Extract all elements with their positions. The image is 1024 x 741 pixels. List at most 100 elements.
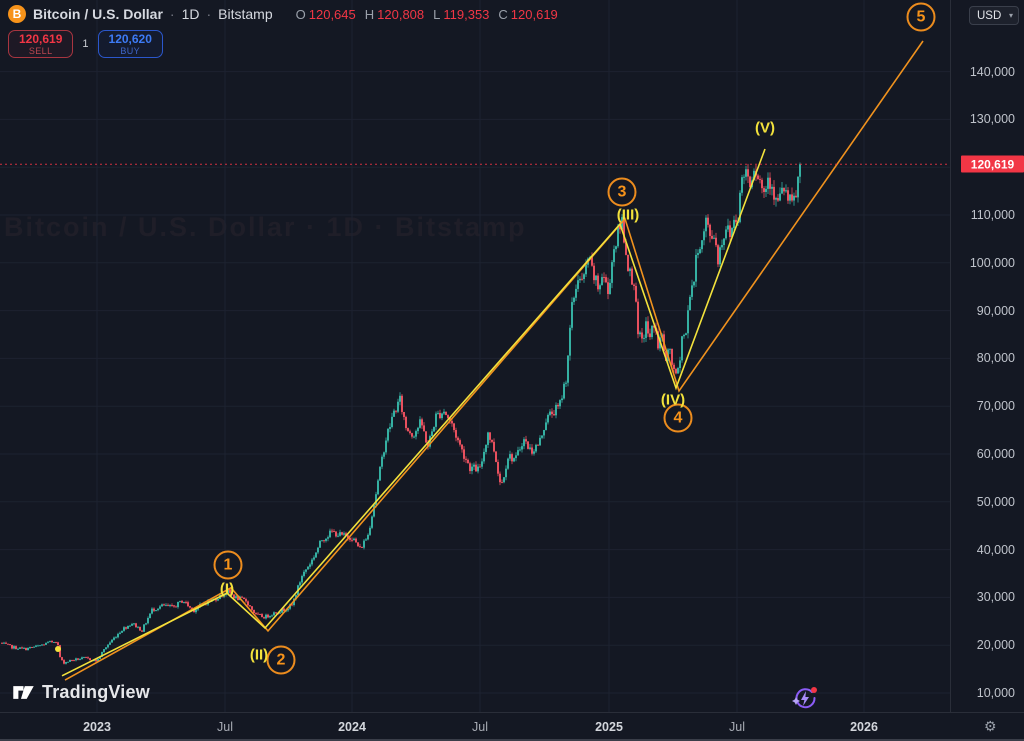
wave-line-yellow[interactable] xyxy=(61,148,766,677)
candle-body xyxy=(365,539,367,541)
candle-body xyxy=(513,458,515,462)
sell-label: SELL xyxy=(28,45,53,56)
candle-body xyxy=(423,425,425,432)
tradingview-logo[interactable]: TradingView xyxy=(12,681,150,704)
wave-circle-3[interactable]: 3 xyxy=(607,177,637,207)
candle-body xyxy=(641,332,643,339)
candle-body xyxy=(73,660,75,662)
candle-body xyxy=(413,436,415,438)
wave-circle-1[interactable]: 1 xyxy=(213,550,243,580)
candle-body xyxy=(439,412,441,419)
candle-body xyxy=(639,332,641,335)
wave-line-orange[interactable] xyxy=(64,40,924,681)
high-label: H xyxy=(364,6,375,22)
candlestick-chart[interactable] xyxy=(0,0,950,712)
candle-body xyxy=(101,651,103,657)
candle-body xyxy=(351,539,353,541)
candle-body xyxy=(261,614,263,618)
wave-circle-5[interactable]: 5 xyxy=(906,2,936,32)
candle-body xyxy=(243,597,245,600)
candle-body xyxy=(465,458,467,460)
candle-body xyxy=(479,466,481,468)
candle-body xyxy=(579,278,581,281)
wave-label-iii[interactable]: (III) xyxy=(616,206,640,224)
candle-body xyxy=(529,447,531,449)
candle-body xyxy=(469,463,471,472)
candle-body xyxy=(217,599,219,601)
candle-body xyxy=(255,613,257,614)
candle-body xyxy=(9,644,11,646)
candle-body xyxy=(679,360,681,369)
candle-body xyxy=(69,659,71,662)
candle-body xyxy=(311,559,313,565)
candle-body xyxy=(55,642,57,643)
time-axis[interactable]: ⚙ 2023 Jul 2024 Jul 2025 Jul 2026 xyxy=(0,712,1024,741)
candle-body xyxy=(215,598,217,601)
candle-body xyxy=(689,296,691,311)
candle-body xyxy=(19,647,21,649)
candle-body xyxy=(791,194,793,201)
candle-body xyxy=(559,400,561,407)
candle-body xyxy=(633,284,635,286)
candle-body xyxy=(793,195,795,201)
candle-body xyxy=(233,594,235,599)
wave-label-ii[interactable]: (II) xyxy=(249,646,269,664)
candle-body xyxy=(235,596,237,599)
candle-body xyxy=(583,274,585,280)
candle-body xyxy=(509,454,511,459)
candle-body xyxy=(147,617,149,624)
candle-body xyxy=(109,642,111,645)
candle-body xyxy=(725,229,727,239)
candle-body xyxy=(765,188,767,192)
candle-body xyxy=(237,596,239,601)
candle-body xyxy=(391,416,393,427)
candle-body xyxy=(581,278,583,280)
drawing-anchor-dot[interactable] xyxy=(55,646,61,652)
candle-body xyxy=(635,285,637,302)
flash-event-icon[interactable] xyxy=(791,685,819,713)
candle-body xyxy=(71,659,73,661)
candle-body xyxy=(575,288,577,298)
wave-label-v[interactable]: (V) xyxy=(755,119,775,137)
candle-body xyxy=(43,644,45,646)
candle-body xyxy=(107,644,109,648)
candle-body xyxy=(229,589,231,593)
candle-body xyxy=(503,477,505,483)
candle-body xyxy=(781,187,783,194)
exchange-name[interactable]: Bitstamp xyxy=(218,6,273,22)
candle-body xyxy=(265,614,267,619)
buy-button[interactable]: 120,620 BUY xyxy=(97,30,163,58)
candle-body xyxy=(597,275,599,290)
candle-body xyxy=(497,461,499,474)
wave-label-iv[interactable]: (IV) xyxy=(660,391,686,409)
symbol-title[interactable]: Bitcoin / U.S. Dollar xyxy=(33,6,163,22)
candle-body xyxy=(437,412,439,414)
candle-body xyxy=(697,253,699,255)
candle-body xyxy=(563,383,565,399)
candle-body xyxy=(591,256,593,266)
candle-body xyxy=(631,268,633,285)
sell-button[interactable]: 120,619 SELL xyxy=(8,30,74,58)
candle-body xyxy=(627,254,629,271)
candle-body xyxy=(7,643,9,645)
axis-settings-gear-icon[interactable]: ⚙ xyxy=(984,718,997,734)
candle-body xyxy=(65,662,67,664)
interval-value[interactable]: 1D xyxy=(181,6,200,22)
candle-body xyxy=(477,466,479,472)
currency-dropdown[interactable]: USD ▾ xyxy=(969,6,1019,25)
candle-body xyxy=(141,630,143,632)
candle-body xyxy=(127,625,129,629)
price-axis[interactable]: 120,619 140,000 130,000 110,000 100,000 90,0… xyxy=(950,0,1024,712)
wave-circle-4[interactable]: 4 xyxy=(663,403,693,433)
candle-body xyxy=(609,282,611,294)
candle-body xyxy=(599,285,601,290)
candle-body xyxy=(647,321,649,334)
candle-body xyxy=(411,433,413,437)
candle-body xyxy=(585,264,587,275)
candle-body xyxy=(615,246,617,250)
candle-body xyxy=(489,432,491,440)
wave-circle-2[interactable]: 2 xyxy=(266,645,296,675)
candle-body xyxy=(275,612,277,614)
wave-label-i[interactable]: (I) xyxy=(219,580,235,598)
price-axis-label: 140,000 xyxy=(969,64,1015,79)
